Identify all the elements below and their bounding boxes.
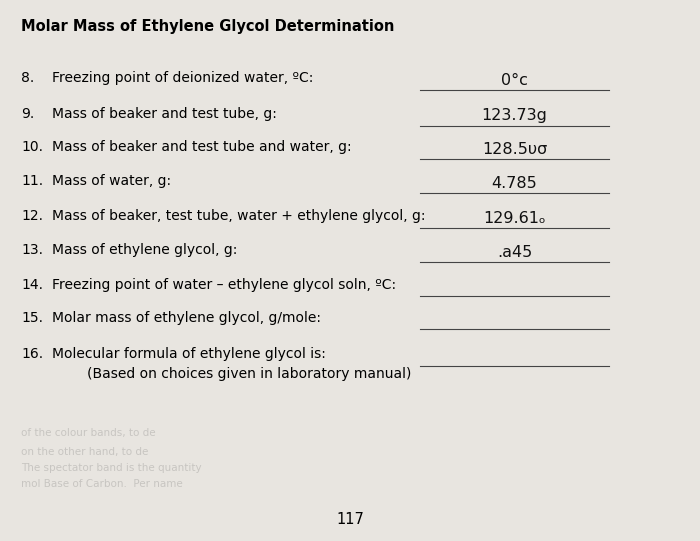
Text: 129.61ₒ: 129.61ₒ bbox=[483, 211, 546, 226]
Text: Mass of beaker and test tube, g:: Mass of beaker and test tube, g: bbox=[52, 107, 277, 121]
Text: Mass of beaker and test tube and water, g:: Mass of beaker and test tube and water, … bbox=[52, 140, 352, 154]
Text: Molecular formula of ethylene glycol is:: Molecular formula of ethylene glycol is: bbox=[52, 347, 326, 361]
Text: .a45: .a45 bbox=[497, 245, 532, 260]
Text: (Based on choices given in laboratory manual): (Based on choices given in laboratory ma… bbox=[52, 367, 412, 381]
Text: 8.: 8. bbox=[21, 71, 34, 85]
Text: Mass of ethylene glycol, g:: Mass of ethylene glycol, g: bbox=[52, 243, 238, 257]
Text: The spectator band is the quantity: The spectator band is the quantity bbox=[21, 463, 202, 473]
Text: 13.: 13. bbox=[21, 243, 43, 257]
Text: 4.785: 4.785 bbox=[491, 176, 538, 191]
Text: 10.: 10. bbox=[21, 140, 43, 154]
Text: 16.: 16. bbox=[21, 347, 43, 361]
Text: 11.: 11. bbox=[21, 174, 43, 188]
Text: 117: 117 bbox=[336, 512, 364, 527]
Text: Freezing point of deionized water, ºC:: Freezing point of deionized water, ºC: bbox=[52, 71, 314, 85]
Text: mol Base of Carbon.  Per name: mol Base of Carbon. Per name bbox=[21, 479, 183, 489]
Text: 12.: 12. bbox=[21, 209, 43, 223]
Text: 0°c: 0°c bbox=[501, 73, 528, 88]
Text: of the colour bands, to de: of the colour bands, to de bbox=[21, 428, 155, 438]
Text: 9.: 9. bbox=[21, 107, 34, 121]
Text: 123.73g: 123.73g bbox=[482, 108, 547, 123]
Text: Molar mass of ethylene glycol, g/mole:: Molar mass of ethylene glycol, g/mole: bbox=[52, 311, 321, 325]
Text: Molar Mass of Ethylene Glycol Determination: Molar Mass of Ethylene Glycol Determinat… bbox=[21, 19, 394, 34]
Text: Mass of water, g:: Mass of water, g: bbox=[52, 174, 172, 188]
Text: 128.5υσ: 128.5υσ bbox=[482, 142, 547, 157]
Text: 15.: 15. bbox=[21, 311, 43, 325]
Text: 14.: 14. bbox=[21, 278, 43, 292]
Text: on the other hand, to de: on the other hand, to de bbox=[21, 447, 148, 457]
Text: Mass of beaker, test tube, water + ethylene glycol, g:: Mass of beaker, test tube, water + ethyl… bbox=[52, 209, 426, 223]
Text: Freezing point of water – ethylene glycol soln, ºC:: Freezing point of water – ethylene glyco… bbox=[52, 278, 397, 292]
